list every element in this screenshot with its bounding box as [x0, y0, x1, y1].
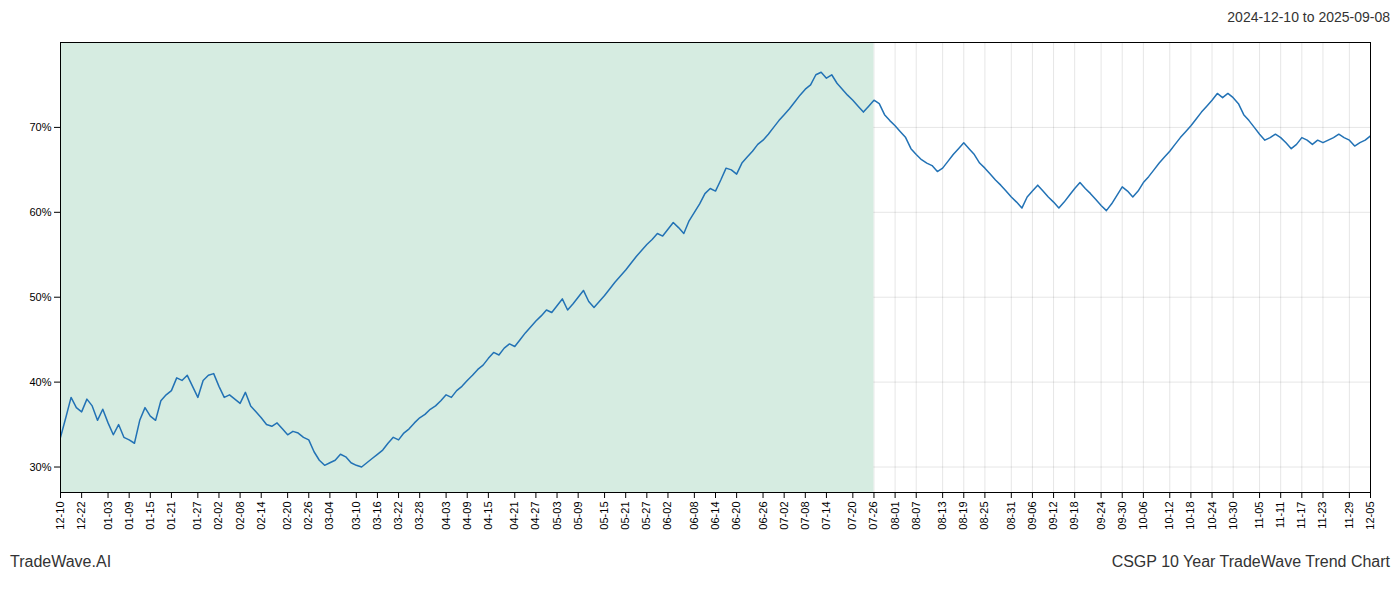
svg-text:05-09: 05-09	[572, 502, 584, 530]
svg-text:01-09: 01-09	[123, 502, 135, 530]
svg-text:03-16: 03-16	[371, 502, 383, 530]
svg-text:06-26: 06-26	[757, 502, 769, 530]
svg-text:08-19: 08-19	[957, 502, 969, 530]
svg-text:11-29: 11-29	[1343, 502, 1355, 529]
svg-text:05-27: 05-27	[640, 502, 652, 530]
svg-text:06-02: 06-02	[661, 502, 673, 530]
svg-text:03-28: 03-28	[413, 502, 425, 530]
svg-text:02-08: 02-08	[234, 502, 246, 530]
svg-text:02-20: 02-20	[281, 502, 293, 530]
svg-text:11-11: 11-11	[1274, 502, 1286, 529]
svg-text:02-02: 02-02	[212, 502, 224, 530]
svg-text:04-03: 04-03	[440, 502, 452, 530]
svg-text:08-01: 08-01	[889, 502, 901, 530]
svg-text:03-22: 03-22	[392, 502, 404, 530]
svg-text:11-23: 11-23	[1316, 502, 1328, 529]
svg-text:12-10: 12-10	[54, 502, 66, 530]
svg-text:09-06: 09-06	[1026, 502, 1038, 530]
svg-text:10-24: 10-24	[1206, 502, 1218, 530]
svg-text:08-07: 08-07	[910, 502, 922, 530]
svg-text:07-26: 07-26	[867, 502, 879, 530]
svg-text:03-04: 03-04	[323, 502, 335, 530]
html-text:CSGP 10 Year TradeWave Trend C: CSGP 10 Year TradeWave Trend Chart	[1111, 553, 1390, 570]
svg-text:04-09: 04-09	[461, 502, 473, 530]
svg-text:01-15: 01-15	[144, 502, 156, 530]
svg-text:02-14: 02-14	[255, 502, 267, 530]
svg-text:10-18: 10-18	[1184, 502, 1196, 530]
svg-text:02-26: 02-26	[302, 502, 314, 530]
svg-text:07-14: 07-14	[820, 502, 832, 530]
svg-text:05-15: 05-15	[598, 502, 610, 530]
svg-text:12-05: 12-05	[1364, 502, 1376, 530]
svg-text:30%: 30%	[29, 461, 51, 473]
svg-text:03-10: 03-10	[350, 502, 362, 530]
html-text:TradeWave.AI: TradeWave.AI	[10, 553, 112, 570]
svg-text:01-27: 01-27	[191, 502, 203, 530]
svg-text:07-20: 07-20	[846, 502, 858, 530]
svg-text:09-30: 09-30	[1116, 502, 1128, 530]
svg-text:08-25: 08-25	[978, 502, 990, 530]
svg-text:08-31: 08-31	[1005, 502, 1017, 530]
svg-text:08-13: 08-13	[936, 502, 948, 530]
svg-text:10-12: 10-12	[1163, 502, 1175, 530]
svg-text:05-21: 05-21	[619, 502, 631, 530]
svg-text:09-18: 09-18	[1068, 502, 1080, 530]
svg-text:01-03: 01-03	[102, 502, 114, 530]
svg-text:60%: 60%	[29, 206, 51, 218]
svg-text:10-06: 10-06	[1137, 502, 1149, 530]
svg-text:04-21: 04-21	[508, 502, 520, 530]
svg-text:05-03: 05-03	[551, 502, 563, 530]
svg-text:07-02: 07-02	[778, 502, 790, 530]
svg-text:07-08: 07-08	[799, 502, 811, 530]
svg-text:04-15: 04-15	[482, 502, 494, 530]
svg-text:50%: 50%	[29, 291, 51, 303]
svg-text:01-21: 01-21	[165, 502, 177, 530]
html-text:2024-12-10 to 2025-09-08: 2024-12-10 to 2025-09-08	[1227, 9, 1390, 25]
svg-text:10-30: 10-30	[1227, 502, 1239, 530]
svg-text:09-24: 09-24	[1095, 502, 1107, 530]
svg-text:06-08: 06-08	[688, 502, 700, 530]
svg-text:06-14: 06-14	[709, 502, 721, 530]
svg-text:12-22: 12-22	[75, 502, 87, 530]
svg-text:70%: 70%	[29, 121, 51, 133]
svg-text:06-20: 06-20	[730, 502, 742, 530]
svg-text:11-17: 11-17	[1295, 502, 1307, 529]
svg-text:04-27: 04-27	[529, 502, 541, 530]
svg-text:11-05: 11-05	[1253, 502, 1265, 529]
svg-text:40%: 40%	[29, 376, 51, 388]
svg-text:09-12: 09-12	[1047, 502, 1059, 530]
